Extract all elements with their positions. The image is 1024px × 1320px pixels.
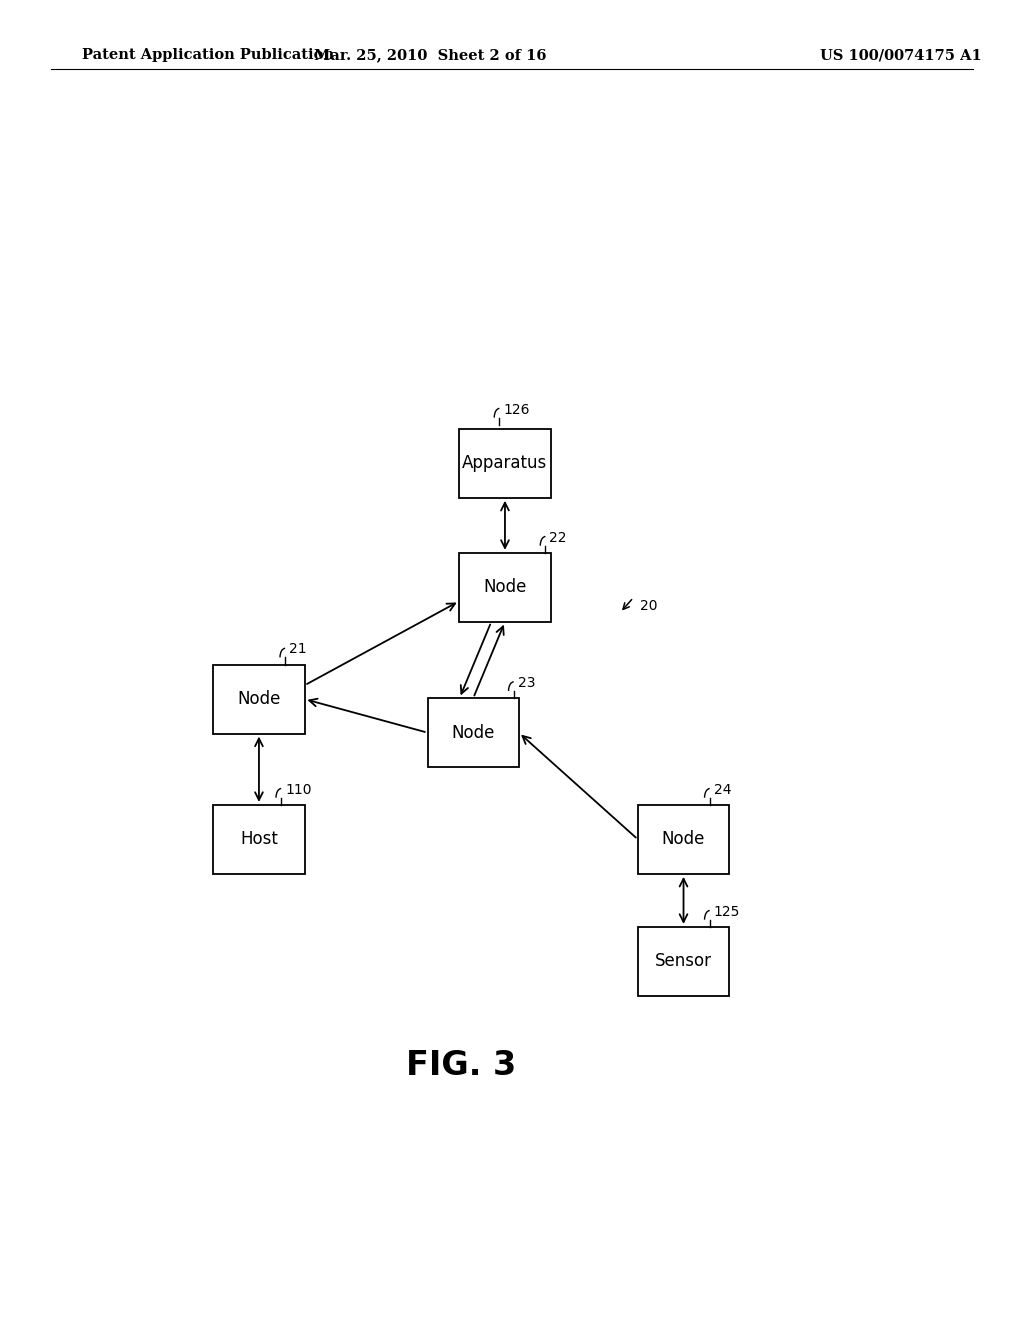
Text: Patent Application Publication: Patent Application Publication: [82, 49, 334, 62]
Text: FIG. 3: FIG. 3: [407, 1048, 516, 1081]
Text: Node: Node: [452, 723, 495, 742]
FancyBboxPatch shape: [428, 698, 519, 767]
Text: Mar. 25, 2010  Sheet 2 of 16: Mar. 25, 2010 Sheet 2 of 16: [313, 49, 547, 62]
Text: 110: 110: [285, 783, 311, 797]
Text: 23: 23: [518, 676, 536, 690]
FancyBboxPatch shape: [638, 927, 729, 995]
FancyBboxPatch shape: [460, 429, 551, 498]
Text: Apparatus: Apparatus: [462, 454, 548, 473]
Text: Node: Node: [662, 830, 706, 849]
Text: Sensor: Sensor: [655, 952, 712, 970]
Text: US 100/0074175 A1: US 100/0074175 A1: [820, 49, 982, 62]
Text: Node: Node: [483, 578, 526, 597]
Text: 125: 125: [714, 904, 740, 919]
Text: 20: 20: [640, 598, 657, 612]
Text: Node: Node: [238, 690, 281, 708]
Text: 24: 24: [714, 783, 731, 797]
Text: 21: 21: [289, 643, 307, 656]
Text: 126: 126: [504, 403, 529, 417]
FancyBboxPatch shape: [213, 805, 304, 874]
Text: 22: 22: [550, 531, 567, 545]
FancyBboxPatch shape: [460, 553, 551, 622]
FancyBboxPatch shape: [213, 664, 304, 734]
Text: Host: Host: [240, 830, 278, 849]
FancyBboxPatch shape: [638, 805, 729, 874]
